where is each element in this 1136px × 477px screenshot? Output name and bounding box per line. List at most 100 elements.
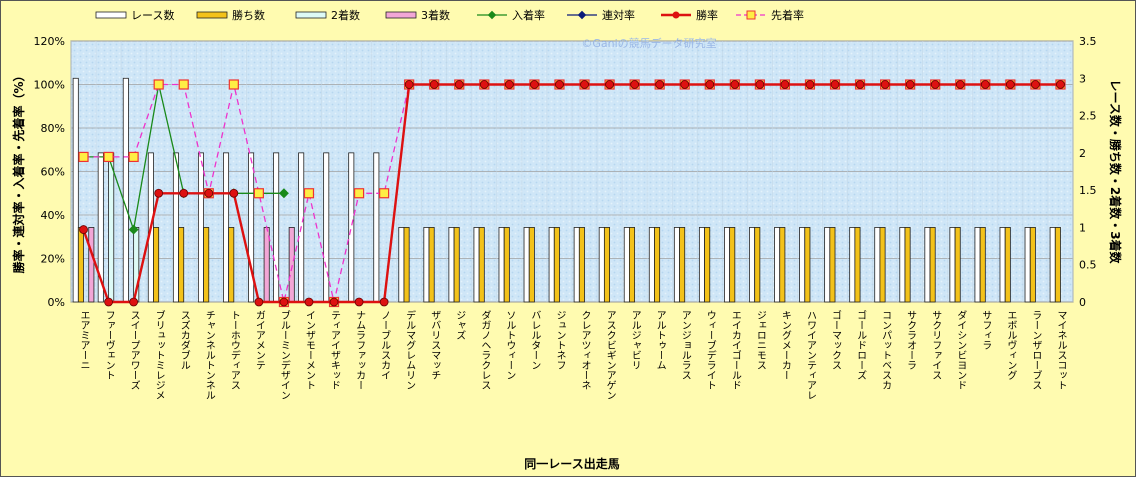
category-label: ティアイザキッド	[329, 310, 341, 390]
legend-3着数-label: 3着数	[421, 8, 450, 22]
bar-勝ち数-ハワイアンティアレ	[804, 227, 811, 303]
bar-勝ち数-アンジョルラス	[679, 227, 686, 303]
legend-先着率-marker	[746, 10, 756, 20]
bar-レース数-ハワイアンティアレ	[799, 227, 806, 303]
category-label: デルマグレムリン	[404, 309, 416, 390]
bar-レース数-エボルヴィング	[999, 227, 1006, 303]
category-label: キングメーカー	[779, 310, 791, 380]
watermark: ©Ganiの競馬データ研究室	[581, 36, 716, 50]
bar-レース数-キングメーカー	[774, 227, 781, 303]
bar-レース数-ファーヴェント	[97, 152, 104, 303]
right-tick-label: 1	[1079, 221, 1086, 234]
bar-3着数-ブルーミンデザイン	[288, 227, 295, 303]
bar-勝ち数-コンパットベスカ	[879, 227, 886, 303]
bar-勝ち数-ブリュットミレジメ	[153, 227, 160, 303]
point-先着率-トーホウディアス	[228, 79, 239, 90]
category-label: ブルーミンデザイン	[278, 309, 290, 400]
point-勝率-コンパットベスカ	[880, 80, 890, 89]
bar-レース数-ソルトウィーン	[498, 227, 505, 303]
point-先着率-ファーヴェント	[103, 151, 114, 163]
right-tick-label: 2	[1079, 147, 1086, 160]
bar-勝ち数-サクリファイス	[929, 227, 936, 303]
bar-レース数-エイカイゴールド	[724, 227, 731, 303]
bar-レース数-ラーンザローブス	[1024, 227, 1031, 303]
bar-勝ち数-サフィラ	[979, 227, 986, 303]
point-勝率-ゴーマックス	[830, 80, 840, 89]
legend-レース数-swatch	[95, 11, 127, 19]
gridlines	[70, 40, 1074, 303]
legend-入着率-marker	[487, 10, 497, 20]
bar-勝ち数-トーホウディアス	[228, 227, 235, 303]
bar-レース数-マイネルスコット	[1049, 227, 1056, 303]
bar-レース数-ウィーブデライト	[698, 227, 705, 303]
point-勝率-エアミアーニ	[79, 225, 88, 234]
bar-勝ち数-キングメーカー	[779, 227, 786, 303]
category-label: アルジャビリ	[629, 310, 641, 370]
point-勝率-ゴールドローズ	[855, 80, 865, 89]
point-先着率-ブリュットミレジメ	[153, 79, 164, 90]
bar-勝ち数-チャンネルトンネル	[203, 227, 210, 303]
bar-レース数-ダガノヘラクレス	[473, 227, 480, 303]
category-label: ブリュットミレジメ	[153, 309, 164, 400]
left-tick-label: 120%	[34, 35, 65, 48]
point-先着率-エアミアーニ	[78, 151, 89, 163]
right-tick-label: 0.5	[1079, 259, 1097, 272]
category-label: クレアツィオーネ	[579, 310, 591, 390]
category-label: ゴールドローズ	[855, 309, 867, 380]
right-tick-label: 1.5	[1079, 184, 1097, 197]
left-tick-label: 60%	[41, 166, 65, 179]
category-label: アルトゥーム	[654, 310, 666, 370]
point-勝率-ウィーブデライト	[705, 80, 715, 89]
point-勝率-サクラオーラ	[905, 80, 915, 89]
category-label: コンパットベスカ	[880, 310, 892, 390]
legend-勝ち数-label: 勝ち数	[232, 8, 265, 22]
point-勝率-チャンネルトンネル	[204, 188, 214, 198]
point-勝率-ジャズ	[454, 80, 464, 89]
point-先着率-ノーブルスカイ	[379, 188, 390, 199]
bar-レース数-デルマグレムリン	[398, 227, 405, 303]
category-label: ノーブルスカイ	[379, 310, 391, 380]
category-label: サフィラ	[980, 310, 992, 350]
category-label: スズカダブル	[178, 310, 190, 370]
bar-勝ち数-エイカイゴールド	[729, 227, 736, 303]
category-label: ウィーブデライト	[704, 310, 716, 390]
legend-入着率-label: 入着率	[512, 8, 545, 22]
point-勝率-ノーブルスカイ	[379, 297, 389, 307]
bar-勝ち数-エアミアーニ	[77, 227, 84, 303]
category-label: ゴーマックス	[830, 309, 841, 370]
point-勝率-ハワイアンティアレ	[805, 80, 815, 89]
bar-勝ち数-ジェロニモス	[754, 227, 761, 303]
bar-レース数-コンパットベスカ	[874, 227, 881, 303]
point-勝率-スイープアワーズ	[129, 297, 139, 307]
category-label: ラーンザローブス	[1030, 310, 1042, 390]
category-label: ナムラファッカー	[354, 310, 366, 390]
category-label: ジャズ	[454, 310, 466, 340]
bar-3着数-ガイアメンテ	[263, 227, 270, 303]
point-勝率-ダガノヘラクレス	[479, 80, 489, 89]
category-label: チャンネルトンネル	[203, 310, 215, 400]
category-label: ザバリスマッチ	[429, 310, 441, 380]
category-labels: エアミアーニ ファーヴェント スイープアワーズ ブリュットミレジメ スズカダブル チャンネ…	[78, 309, 1067, 400]
bar-レース数-バレルターン	[523, 227, 530, 303]
legend-勝ち数-swatch	[196, 11, 228, 19]
bar-3着数-エアミアーニ	[88, 227, 95, 303]
left-axis-ticks: 0% 20% 40% 60% 80% 100% 120%	[34, 35, 65, 309]
bar-レース数-ジャズ	[448, 227, 455, 303]
legend-先着率-label: 先着率	[771, 8, 804, 22]
bar-レース数-エアミアーニ	[72, 77, 79, 303]
legend-2着数-label: 2着数	[331, 8, 360, 22]
bar-2着数-ファーヴェント	[108, 152, 115, 303]
bar-レース数-サクリファイス	[924, 227, 931, 303]
category-label: トーホウディアス	[228, 310, 240, 390]
point-勝率-ガイアメンテ	[254, 297, 264, 307]
bar-勝ち数-ジュントネフ	[553, 227, 560, 303]
point-勝率-ラーンザローブス	[1031, 80, 1040, 89]
bar-レース数-クレアツィオーネ	[573, 227, 580, 303]
category-label: ファーヴェント	[103, 310, 114, 380]
legend-勝率-marker	[672, 11, 680, 19]
point-先着率-ナムラファッカー	[353, 188, 365, 199]
bar-勝ち数-マイネルスコット	[1054, 227, 1061, 303]
bar-レース数-ゴールドローズ	[849, 227, 856, 303]
